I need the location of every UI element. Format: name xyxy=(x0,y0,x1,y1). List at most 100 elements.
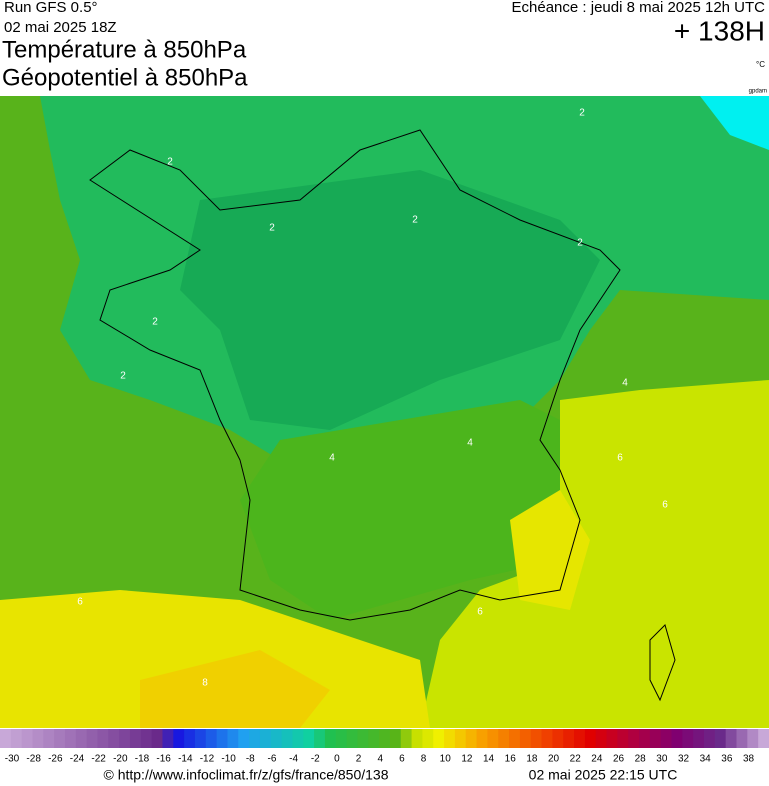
scale-box xyxy=(108,729,120,748)
scale-box xyxy=(498,729,510,748)
scale-box xyxy=(411,729,423,748)
scale-label: 10 xyxy=(440,754,452,765)
scale-label: 20 xyxy=(548,754,560,765)
scale-label: -18 xyxy=(135,754,150,765)
scale-box xyxy=(227,729,239,748)
contour-label: 4 xyxy=(622,378,628,389)
contour-label: 6 xyxy=(477,607,483,618)
scale-box xyxy=(43,729,55,748)
contour-label: 2 xyxy=(412,215,418,226)
scale-label: 38 xyxy=(743,754,755,765)
scale-box xyxy=(736,729,748,748)
zone-france-north xyxy=(180,170,600,430)
title-temperature: Température à 850hPa xyxy=(2,36,247,63)
scale-box xyxy=(530,729,543,748)
scale-label: 4 xyxy=(377,754,383,765)
scale-box xyxy=(292,729,304,748)
scale-box xyxy=(519,729,532,748)
scale-box xyxy=(444,729,456,748)
scale-label: -4 xyxy=(289,754,298,765)
tag: gpdam xyxy=(749,89,767,95)
scale-box xyxy=(704,729,716,748)
scale-label: -10 xyxy=(221,754,236,765)
scale-box xyxy=(249,729,261,748)
unit: °C xyxy=(756,60,765,69)
scale-box xyxy=(216,729,228,748)
coastline xyxy=(89,129,621,621)
scale-box xyxy=(151,729,163,748)
scale-box xyxy=(693,729,705,748)
scale-box xyxy=(552,729,564,748)
scale-label: 2 xyxy=(356,754,362,765)
scale-label: -12 xyxy=(200,754,215,765)
scale-label: -20 xyxy=(113,754,128,765)
scale-box xyxy=(368,729,380,748)
source: © http://www.infoclimat.fr/z/gfs/france/… xyxy=(104,767,389,783)
map xyxy=(0,96,769,728)
scale-box xyxy=(10,729,23,748)
scale-label: 32 xyxy=(678,754,690,765)
scale-box xyxy=(660,729,673,748)
scale-box xyxy=(75,729,88,748)
lead-time: + 138H xyxy=(674,15,765,46)
scale-box xyxy=(86,729,98,748)
contour-label: 8 xyxy=(202,678,208,689)
scale-label: 18 xyxy=(526,754,538,765)
contour-label: 2 xyxy=(120,371,126,382)
scale-box xyxy=(649,729,662,748)
contour-label: 4 xyxy=(467,438,473,449)
scale-label: 28 xyxy=(635,754,647,765)
generated-time: 02 mai 2025 22:15 UTC xyxy=(529,767,678,783)
scale-box xyxy=(454,729,467,748)
scale-label: -22 xyxy=(91,754,106,765)
scale-box xyxy=(476,729,488,748)
valid-time: Echéance : jeudi 8 mai 2025 12h UTC xyxy=(512,0,766,16)
color-scale: -30 -28 -26 -24 -22 -20 -18 -16 -14 -12 -10 -8 -6 -4-… xyxy=(0,729,769,765)
scale-box xyxy=(563,729,575,748)
scale-box xyxy=(747,729,759,748)
scale-box xyxy=(357,729,369,748)
scale-label: 0 xyxy=(334,754,340,765)
contour-label: 2 xyxy=(167,157,173,168)
scale-label: 24 xyxy=(591,754,603,765)
contour-label: 6 xyxy=(617,453,623,464)
scale-box xyxy=(541,729,553,748)
scale-label: 8 xyxy=(421,754,427,765)
scale-box xyxy=(682,729,694,748)
scale-box xyxy=(32,729,44,748)
corsica xyxy=(649,624,676,702)
zone-warm-alps xyxy=(510,490,590,610)
scale-label: 6 xyxy=(399,754,405,765)
scale-box xyxy=(714,729,727,748)
run-label: Run GFS 0.5° xyxy=(4,0,98,16)
scale-label: -16 xyxy=(156,754,171,765)
scale-label: 14 xyxy=(483,754,495,765)
scale-label: -24 xyxy=(70,754,85,765)
zone-france-south xyxy=(240,400,600,620)
scale-box xyxy=(671,729,683,748)
scale-label: 22 xyxy=(570,754,582,765)
scale-label: 26 xyxy=(613,754,625,765)
scale-box xyxy=(54,729,66,748)
scale-box xyxy=(433,729,445,748)
scale-label: -14 xyxy=(178,754,193,765)
scale-box xyxy=(184,729,196,748)
scale-label: -28 xyxy=(26,754,41,765)
scale-label: -30 xyxy=(5,754,20,765)
scale-box xyxy=(194,729,207,748)
scale-box xyxy=(606,729,618,748)
contour-label: 6 xyxy=(662,500,668,511)
contour-label: 2 xyxy=(152,317,158,328)
scale-box xyxy=(584,729,597,748)
scale-box xyxy=(400,729,413,748)
scale-box xyxy=(119,729,131,748)
scale-box xyxy=(617,729,629,748)
scale-box xyxy=(303,729,315,748)
contour-label: 2 xyxy=(577,238,583,249)
scale-box xyxy=(173,729,185,748)
scale-label: 30 xyxy=(656,754,668,765)
scale-box xyxy=(509,729,521,748)
scale-label: 34 xyxy=(700,754,712,765)
scale-box xyxy=(140,729,153,748)
